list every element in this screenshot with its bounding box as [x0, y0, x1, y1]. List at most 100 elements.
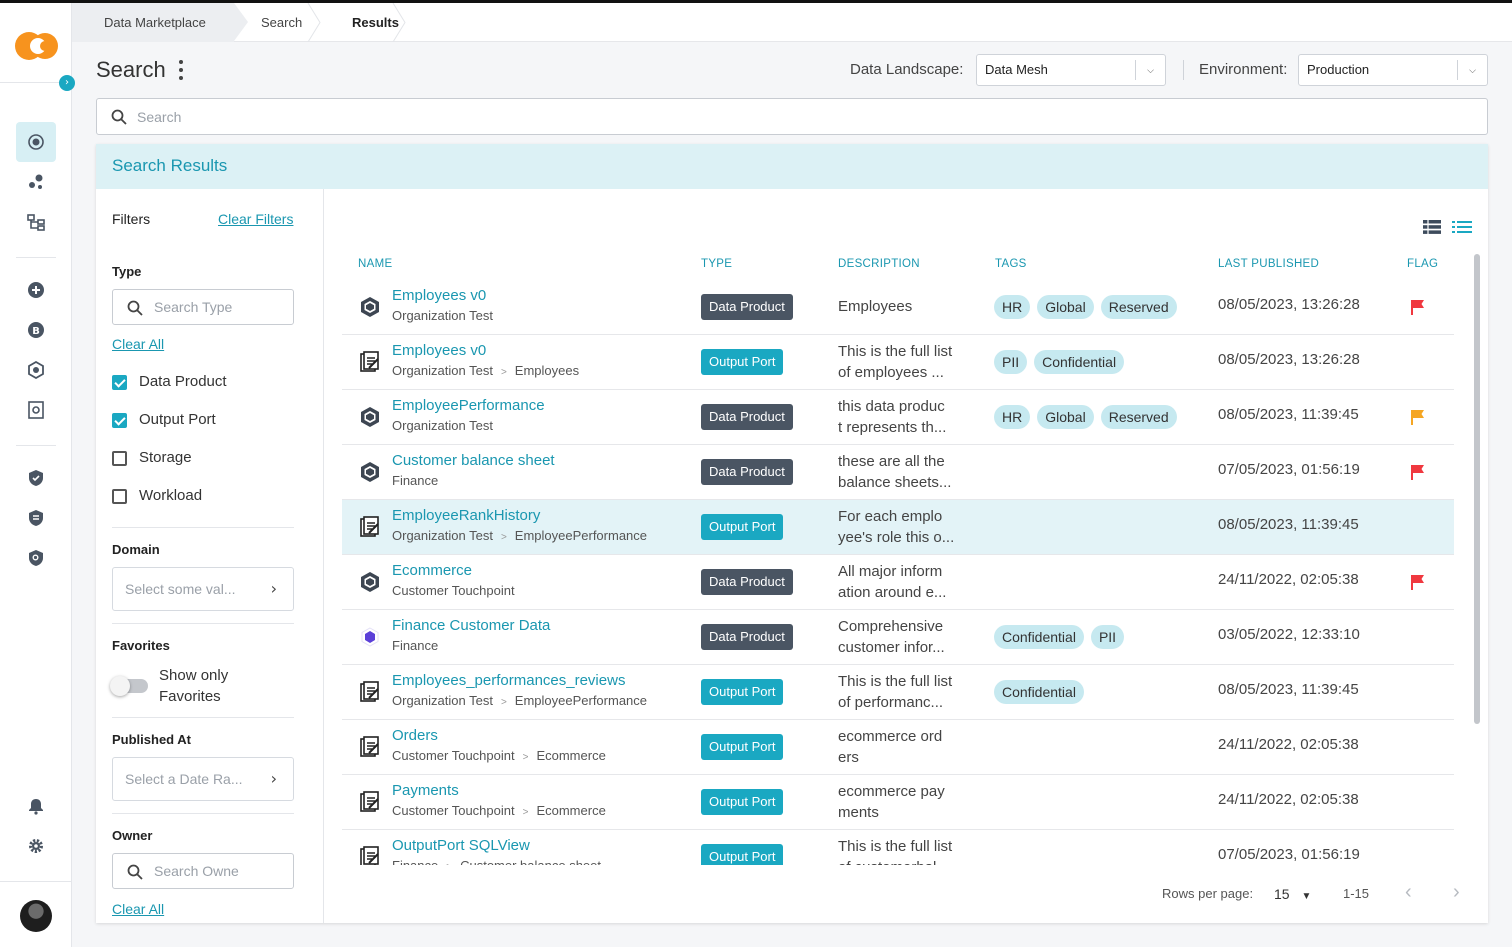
- row-name-link[interactable]: Employees v0: [392, 287, 487, 304]
- tag-chip[interactable]: Confidential: [994, 625, 1084, 649]
- table-row[interactable]: Finance Customer Data Finance Data Product…: [342, 610, 1454, 665]
- table-view-icon[interactable]: [1423, 219, 1441, 235]
- previous-page-chevron-icon[interactable]: ‹: [1405, 881, 1412, 903]
- row-name-link[interactable]: EmployeeRankHistory: [392, 507, 541, 524]
- table-row[interactable]: OutputPort SQLView Finance > Customer balan…: [342, 830, 1454, 865]
- table-scrollbar[interactable]: [1474, 254, 1480, 724]
- tag-chip[interactable]: Confidential: [1034, 350, 1125, 374]
- shield-check-nav-icon[interactable]: [16, 458, 56, 498]
- owner-clear-all-link[interactable]: Clear All: [112, 901, 165, 917]
- type-badge: Output Port: [701, 514, 784, 540]
- tag-chip[interactable]: PII: [1090, 625, 1125, 649]
- table-row[interactable]: Orders Customer Touchpoint > Ecommerce Outpu…: [342, 720, 1454, 775]
- search-input[interactable]: [137, 107, 1437, 127]
- tag-chip[interactable]: Reserved: [1100, 405, 1177, 429]
- data-product-checkbox[interactable]: [112, 375, 127, 390]
- environment-select[interactable]: Production ⌵: [1298, 54, 1488, 86]
- clear-filters-link[interactable]: Clear Filters: [218, 211, 294, 227]
- type-clear-all-link[interactable]: Clear All: [112, 336, 165, 352]
- tag-chip[interactable]: PII: [994, 350, 1028, 374]
- output-port-checkbox[interactable]: [112, 413, 127, 428]
- row-description: ecommerce pay ments: [838, 781, 963, 823]
- domain-select[interactable]: Select some val... ›: [112, 567, 294, 611]
- favorites-toggle[interactable]: [110, 676, 148, 696]
- workload-checkbox[interactable]: [112, 489, 127, 504]
- chevron-down-icon[interactable]: ⌵: [1457, 60, 1487, 80]
- table-row[interactable]: Customer balance sheet Finance Data Produc…: [342, 445, 1454, 500]
- tag-chip[interactable]: HR: [994, 295, 1031, 319]
- column-header-flag[interactable]: FLAG: [1407, 258, 1439, 270]
- output-port-checkbox-label[interactable]: Output Port: [139, 411, 216, 428]
- row-name-link[interactable]: Finance Customer Data: [392, 617, 551, 634]
- description-line: ecommerce ord: [838, 728, 943, 745]
- column-header-tags[interactable]: TAGS: [995, 258, 1027, 270]
- storage-checkbox-label[interactable]: Storage: [139, 449, 192, 466]
- chevron-down-icon[interactable]: ⌵: [1135, 60, 1165, 80]
- row-name-link[interactable]: EmployeePerformance: [392, 397, 545, 414]
- data-product-icon: [358, 570, 382, 594]
- hierarchy-nav-icon[interactable]: [16, 202, 56, 242]
- next-page-chevron-icon[interactable]: ›: [1453, 881, 1460, 903]
- settings-gear-icon[interactable]: [16, 826, 56, 866]
- flag-icon[interactable]: [1411, 299, 1425, 315]
- expand-sidebar-chevron-icon[interactable]: ›: [59, 75, 75, 91]
- table-row[interactable]: EmployeePerformance Organization Test Data…: [342, 390, 1454, 445]
- description-line: this data produc: [838, 398, 945, 415]
- graph-nav-icon[interactable]: [16, 162, 56, 202]
- tag-chip[interactable]: Confidential: [994, 680, 1084, 704]
- storage-checkbox[interactable]: [112, 451, 127, 466]
- add-circle-nav-icon[interactable]: [16, 270, 56, 310]
- row-description: ecommerce ord ers: [838, 726, 963, 768]
- settings-document-nav-icon[interactable]: [16, 390, 56, 430]
- row-name-link[interactable]: Customer balance sheet: [392, 452, 555, 469]
- global-search-bar[interactable]: [96, 98, 1488, 135]
- app-logo[interactable]: [14, 29, 60, 63]
- column-header-description[interactable]: DESCRIPTION: [838, 258, 920, 270]
- shield-list-nav-icon[interactable]: [16, 498, 56, 538]
- table-row[interactable]: Employees v0 Organization Test > Employees O…: [342, 335, 1454, 390]
- row-name-link[interactable]: Employees_performances_reviews: [392, 672, 626, 689]
- hexagon-nav-icon[interactable]: [16, 350, 56, 390]
- published-at-date-select[interactable]: Select a Date Ra... ›: [112, 757, 294, 801]
- column-header-type[interactable]: TYPE: [701, 258, 733, 270]
- column-header-last-published[interactable]: LAST PUBLISHED: [1218, 258, 1320, 270]
- search-type-input[interactable]: Search Type: [112, 289, 294, 325]
- marketplace-nav-icon[interactable]: [16, 122, 56, 162]
- builder-nav-icon[interactable]: B: [16, 310, 56, 350]
- table-row[interactable]: EmployeeRankHistory Organization Test > Emp…: [342, 500, 1454, 555]
- row-name-link[interactable]: Ecommerce: [392, 562, 473, 579]
- flag-icon[interactable]: [1411, 409, 1425, 425]
- tag-chip[interactable]: HR: [994, 405, 1031, 429]
- search-owner-input[interactable]: Search Owne: [112, 853, 294, 889]
- tag-chip[interactable]: Global: [1037, 405, 1094, 429]
- flag-icon[interactable]: [1411, 574, 1425, 590]
- breadcrumb-data-marketplace[interactable]: Data Marketplace: [72, 3, 248, 42]
- shield-search-nav-icon[interactable]: [16, 538, 56, 578]
- more-options-kebab-icon[interactable]: [177, 60, 185, 80]
- table-row[interactable]: Ecommerce Customer Touchpoint Data Product…: [342, 555, 1454, 610]
- list-view-icon[interactable]: [1452, 219, 1472, 235]
- table-row[interactable]: Payments Customer Touchpoint > Ecommerce Out…: [342, 775, 1454, 830]
- notifications-bell-icon[interactable]: [16, 786, 56, 826]
- row-name-link[interactable]: OutputPort SQLView: [392, 837, 530, 854]
- workload-checkbox-label[interactable]: Workload: [139, 487, 203, 504]
- column-header-name[interactable]: NAME: [358, 258, 393, 270]
- breadcrumb-search[interactable]: Search: [261, 15, 303, 30]
- row-path: Customer Touchpoint > Ecommerce: [392, 803, 606, 818]
- tag-chip[interactable]: Reserved: [1100, 295, 1177, 319]
- table-row[interactable]: Employees v0 Organization Test Data Produc…: [342, 280, 1454, 335]
- tag-chip[interactable]: Global: [1037, 295, 1094, 319]
- output-port-icon: [358, 515, 382, 539]
- row-name-link[interactable]: Employees v0: [392, 342, 487, 359]
- data-landscape-select[interactable]: Data Mesh ⌵: [976, 54, 1166, 86]
- user-avatar[interactable]: [20, 900, 52, 932]
- row-name-link[interactable]: Payments: [392, 782, 459, 799]
- row-name-link[interactable]: Orders: [392, 727, 438, 744]
- table-row[interactable]: Employees_performances_reviews Organizati…: [342, 665, 1454, 720]
- rows-per-page-select[interactable]: 15 ▼: [1274, 886, 1311, 902]
- results-table-body: Employees v0 Organization Test Data Produc…: [342, 280, 1454, 865]
- row-path: Organization Test: [392, 418, 493, 433]
- flag-icon[interactable]: [1411, 464, 1425, 480]
- data-product-checkbox-label[interactable]: Data Product: [139, 373, 227, 390]
- row-path-segment: Organization Test: [392, 693, 493, 708]
